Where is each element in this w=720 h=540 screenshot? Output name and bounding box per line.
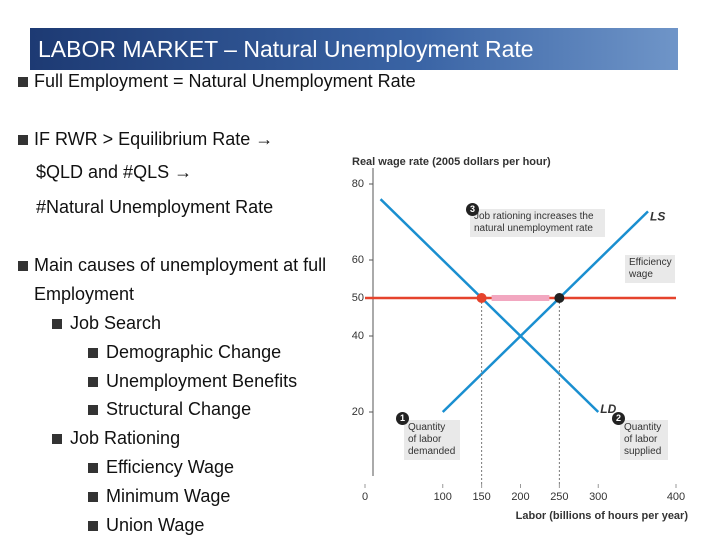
- x-tick-label: 300: [589, 491, 607, 503]
- bullet: [52, 434, 62, 444]
- bullet: [88, 348, 98, 358]
- x-axis-label: Labor (billions of hours per year): [516, 510, 689, 522]
- bullet-text: Job Rationing: [70, 428, 181, 448]
- bullet-text: #Natural Unemployment Rate: [36, 197, 274, 217]
- bullet: [88, 492, 98, 502]
- point: [476, 293, 487, 303]
- bullet: [18, 261, 28, 271]
- annotation-marker: 1: [396, 412, 409, 425]
- bullet: [18, 135, 28, 145]
- annotation-marker: 3: [466, 203, 479, 216]
- bullet: [52, 319, 62, 329]
- bullet-text: IF RWR > Equilibrium Rate →: [34, 129, 274, 149]
- x-tick-label: 400: [667, 491, 685, 503]
- x-tick-label: 0: [362, 491, 368, 503]
- bullet-text: Unemployment Benefits: [106, 371, 298, 391]
- title-bar: LABOR MARKET – Natural Unemployment Rate: [30, 28, 678, 70]
- annotation: Quantity of labor supplied: [620, 420, 668, 460]
- bullet-text: $QLD and #QLS →: [36, 162, 193, 182]
- series-label: Efficiency wage: [625, 255, 675, 283]
- bullet-text: Efficiency Wage: [106, 457, 235, 477]
- bullet: [88, 463, 98, 473]
- y-tick-label: 60: [352, 254, 364, 266]
- y-tick-label: 20: [352, 406, 364, 418]
- bullet-text: Minimum Wage: [106, 486, 231, 506]
- bullet: [88, 521, 98, 531]
- y-tick-label: 50: [352, 292, 364, 304]
- y-tick-label: 40: [352, 330, 364, 342]
- y-axis-label: Real wage rate (2005 dollars per hour): [352, 156, 551, 168]
- x-tick-label: 250: [550, 491, 568, 503]
- x-tick-label: 150: [472, 491, 490, 503]
- bullet-text: Full Employment = Natural Unemployment R…: [34, 71, 416, 91]
- annotation: Quantity of labor demanded: [404, 420, 460, 460]
- annotation: Job rationing increases the natural unem…: [470, 209, 605, 237]
- bullet-text: Main causes of unemployment at full Empl…: [34, 255, 327, 304]
- series-label: LS: [650, 210, 665, 224]
- bullet-text: Structural Change: [106, 399, 252, 419]
- x-tick-label: 100: [434, 491, 452, 503]
- series-label: LD: [600, 402, 616, 416]
- slide-title: LABOR MARKET – Natural Unemployment Rate: [38, 36, 534, 62]
- x-tick-label: 200: [511, 491, 529, 503]
- series-line: [379, 198, 600, 413]
- bullet: [88, 405, 98, 415]
- bullet-text: Demographic Change: [106, 342, 282, 362]
- annotation-marker: 2: [612, 412, 625, 425]
- series-line: [441, 210, 649, 413]
- bullet: [18, 77, 28, 87]
- bullet-text: Union Wage: [106, 515, 205, 535]
- bullet-text: Job Search: [70, 313, 162, 333]
- bullet: [88, 377, 98, 387]
- point: [554, 293, 565, 303]
- y-tick-label: 80: [352, 178, 364, 190]
